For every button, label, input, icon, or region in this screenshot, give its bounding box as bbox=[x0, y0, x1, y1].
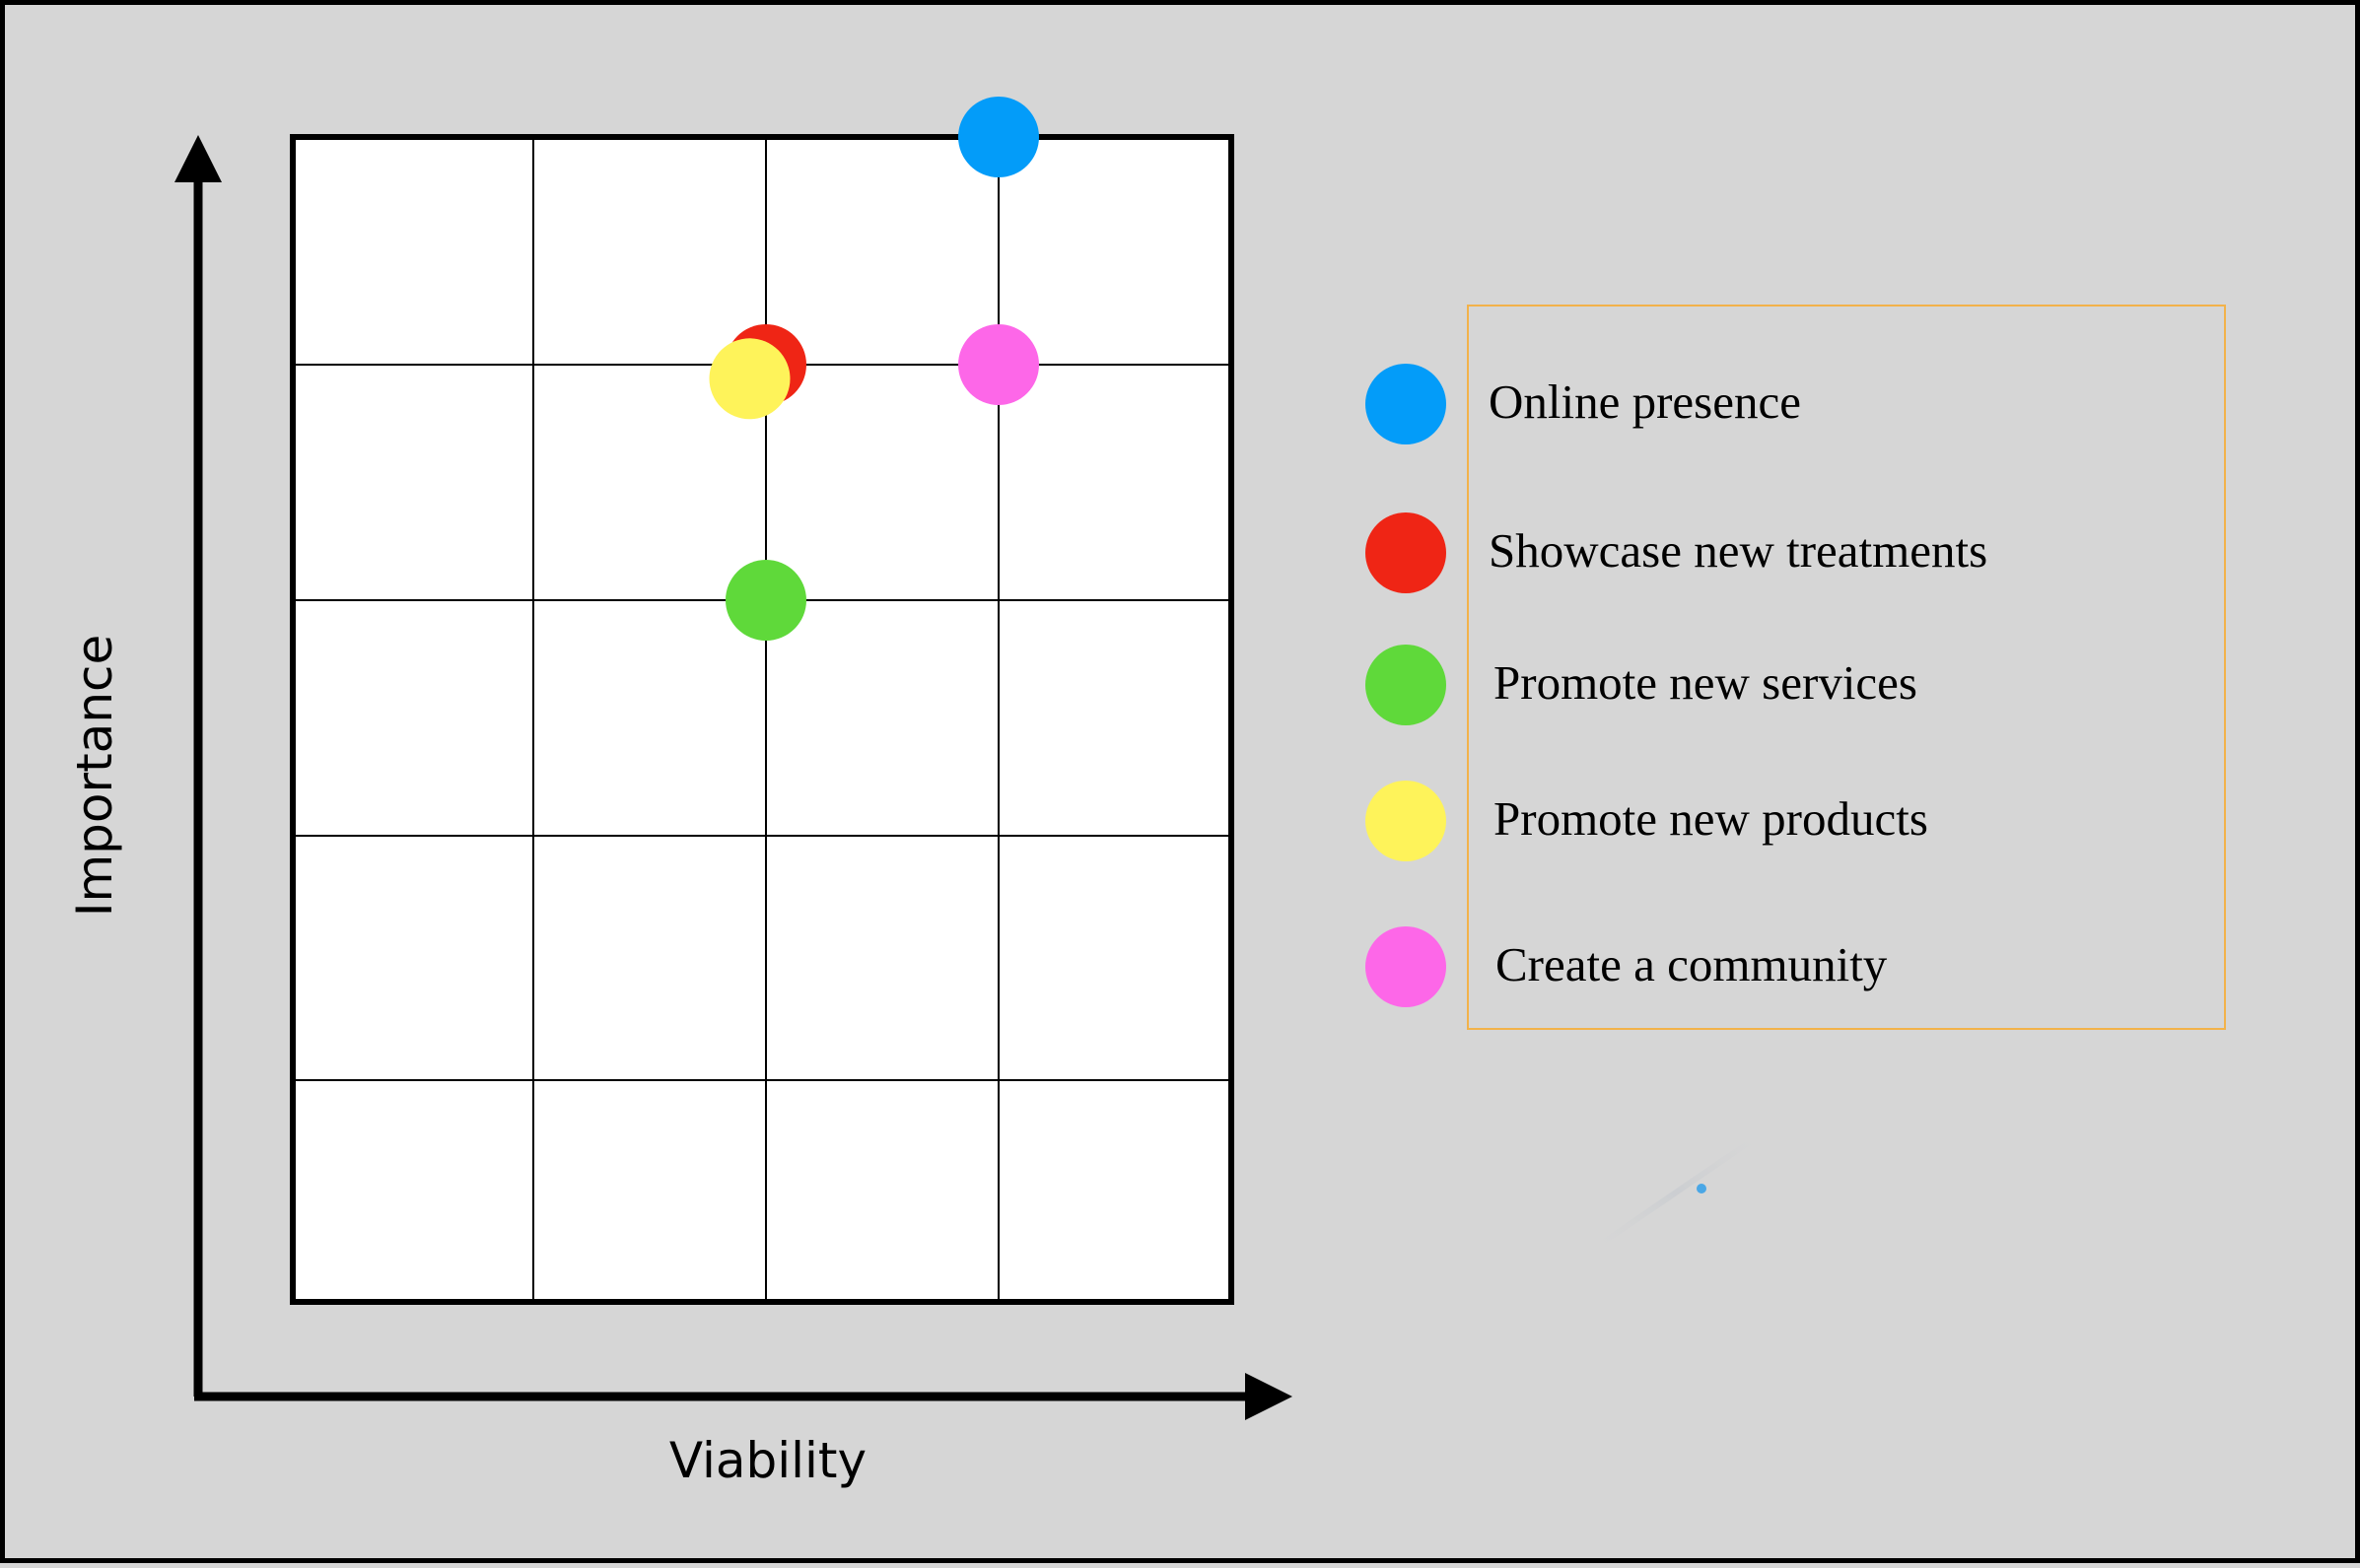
x-axis-label: Viability bbox=[669, 1432, 867, 1489]
legend-swatch bbox=[1365, 926, 1446, 1007]
decorative-dot bbox=[1697, 1184, 1706, 1193]
legend: Online presence Showcase new treatments Pr… bbox=[1365, 364, 1987, 1007]
data-point bbox=[709, 338, 791, 420]
y-axis-label: Importance bbox=[66, 635, 123, 918]
legend-label: Showcase new treatments bbox=[1489, 523, 1987, 578]
legend-swatch bbox=[1365, 364, 1446, 444]
legend-label: Promote new services bbox=[1493, 655, 1917, 710]
chart-svg: Viability Importance Online presence Show… bbox=[66, 97, 2226, 1489]
data-point bbox=[958, 97, 1039, 177]
legend-label: Promote new products bbox=[1493, 791, 1928, 846]
x-axis-arrowhead bbox=[1245, 1373, 1292, 1420]
legend-label: Online presence bbox=[1489, 375, 1801, 429]
legend-label: Create a community bbox=[1495, 937, 1888, 991]
data-point bbox=[958, 324, 1039, 405]
legend-swatch bbox=[1365, 512, 1446, 593]
plot-area bbox=[293, 137, 1231, 1302]
y-axis-arrowhead bbox=[174, 135, 222, 182]
data-point bbox=[726, 560, 806, 641]
data-points bbox=[709, 97, 1039, 641]
plot-frame bbox=[290, 134, 1234, 1305]
legend-swatch bbox=[1365, 645, 1446, 725]
decorative-streak bbox=[1580, 1125, 1771, 1260]
legend-box bbox=[1467, 305, 2226, 1030]
legend-swatch bbox=[1365, 781, 1446, 861]
